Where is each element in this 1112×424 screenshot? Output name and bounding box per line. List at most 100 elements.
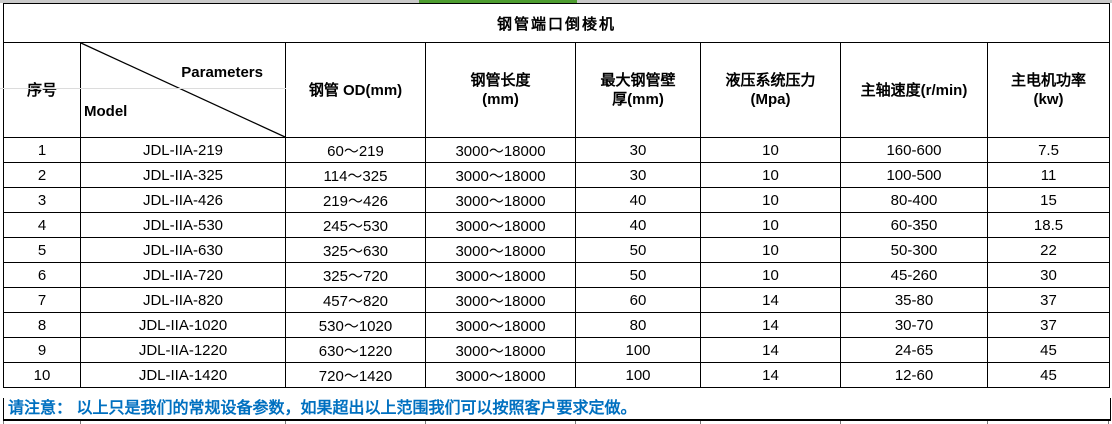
cell-power[interactable]: 11 [986, 162, 1111, 188]
cell-od[interactable]: 530～1020 [285, 312, 426, 338]
cell-wall[interactable]: 30 [575, 162, 701, 188]
cell-serial[interactable]: 3 [3, 187, 81, 213]
cell-model[interactable]: JDL-IIA-1420 [80, 362, 286, 388]
cell-pressure[interactable]: 14 [700, 362, 841, 388]
cell-pressure[interactable]: 10 [700, 137, 841, 163]
cell-speed[interactable]: 24-65 [840, 337, 988, 363]
cell-od[interactable]: 60～219 [285, 137, 426, 163]
cell-wall[interactable]: 100 [575, 337, 701, 363]
cell-model[interactable]: JDL-IIA-630 [80, 237, 286, 263]
header-pressure[interactable]: 液压系统压力 (Mpa) [700, 42, 841, 138]
cell-power[interactable]: 37 [986, 287, 1111, 313]
cell-serial[interactable]: 1 [3, 137, 81, 163]
cell-speed[interactable]: 100-500 [840, 162, 988, 188]
cell-speed[interactable]: 50-300 [840, 237, 988, 263]
cell-power[interactable]: 37 [986, 312, 1111, 338]
header-power[interactable]: 主电机功率 (kw) [986, 42, 1111, 138]
cell-pressure[interactable]: 14 [700, 337, 841, 363]
cell-power[interactable]: 18.5 [986, 212, 1111, 238]
cell-wall[interactable]: 50 [575, 237, 701, 263]
stub-line [3, 421, 4, 424]
cell-speed[interactable]: 12-60 [840, 362, 988, 388]
cell-model[interactable]: JDL-IIA-325 [80, 162, 286, 188]
cell-serial[interactable]: 7 [3, 287, 81, 313]
cell-length[interactable]: 3000～18000 [425, 337, 576, 363]
cell-wall[interactable]: 50 [575, 262, 701, 288]
header-od[interactable]: 钢管 OD(mm) [285, 42, 426, 138]
cell-od[interactable]: 325～630 [285, 237, 426, 263]
header-row: 序号 Parameters Model 钢管 OD(mm) 钢管长度 (mm) [3, 42, 1111, 138]
cell-pressure[interactable]: 10 [700, 187, 841, 213]
stub-line [840, 421, 841, 424]
cell-wall[interactable]: 40 [575, 187, 701, 213]
table-row: 6 JDL-IIA-720 325～720 3000～18000 50 10 4… [3, 262, 1111, 288]
cell-serial[interactable]: 8 [3, 312, 81, 338]
cell-speed[interactable]: 80-400 [840, 187, 988, 213]
notice-row[interactable]: 请注意： 以上只是我们的常规设备参数，如果超出以上范围我们可以按照客户要求定做。 [3, 398, 1111, 421]
cell-serial[interactable]: 5 [3, 237, 81, 263]
cell-wall[interactable]: 80 [575, 312, 701, 338]
cell-pressure[interactable]: 10 [700, 237, 841, 263]
cell-od[interactable]: 630～1220 [285, 337, 426, 363]
header-serial-label: 序号 [26, 81, 57, 99]
header-diagonal-cell[interactable]: Parameters Model [80, 42, 286, 138]
cell-serial[interactable]: 9 [3, 337, 81, 363]
page-title[interactable]: 钢管端口倒棱机 [2, 3, 1111, 43]
cell-od[interactable]: 245～530 [285, 212, 426, 238]
table-row: 5 JDL-IIA-630 325～630 3000～18000 50 10 5… [3, 237, 1111, 263]
cell-length[interactable]: 3000～18000 [425, 287, 576, 313]
cell-serial[interactable]: 10 [3, 362, 81, 388]
cell-serial[interactable]: 2 [3, 162, 81, 188]
cell-length[interactable]: 3000～18000 [425, 212, 576, 238]
cell-length[interactable]: 3000～18000 [425, 162, 576, 188]
cell-length[interactable]: 3000～18000 [425, 312, 576, 338]
cell-serial[interactable]: 4 [3, 212, 81, 238]
cell-power[interactable]: 15 [986, 187, 1111, 213]
cell-serial[interactable]: 6 [3, 262, 81, 288]
cell-od[interactable]: 325～720 [285, 262, 426, 288]
cell-model[interactable]: JDL-IIA-530 [80, 212, 286, 238]
cell-power[interactable]: 45 [986, 337, 1111, 363]
cell-wall[interactable]: 40 [575, 212, 701, 238]
table-row: 9 JDL-IIA-1220 630～1220 3000～18000 100 1… [3, 337, 1111, 363]
header-power-line1: 主电机功率 [1011, 72, 1087, 89]
header-speed[interactable]: 主轴速度(r/min) [840, 42, 988, 138]
cell-wall[interactable]: 30 [575, 137, 701, 163]
cell-length[interactable]: 3000～18000 [425, 187, 576, 213]
cell-pressure[interactable]: 10 [700, 212, 841, 238]
cell-power[interactable]: 22 [986, 237, 1111, 263]
cell-od[interactable]: 457～820 [285, 287, 426, 313]
cell-speed[interactable]: 60-350 [840, 212, 988, 238]
cell-speed[interactable]: 35-80 [840, 287, 988, 313]
header-serial[interactable]: 序号 [3, 42, 81, 138]
cell-power[interactable]: 45 [986, 362, 1111, 388]
cell-pressure[interactable]: 10 [700, 162, 841, 188]
cell-model[interactable]: JDL-IIA-720 [80, 262, 286, 288]
cell-speed[interactable]: 30-70 [840, 312, 988, 338]
cell-wall[interactable]: 60 [575, 287, 701, 313]
cell-power[interactable]: 30 [986, 262, 1111, 288]
cell-model[interactable]: JDL-IIA-219 [80, 137, 286, 163]
cell-model[interactable]: JDL-IIA-1020 [80, 312, 286, 338]
header-wall[interactable]: 最大钢管壁 厚(mm) [575, 42, 701, 138]
cell-pressure[interactable]: 10 [700, 262, 841, 288]
cell-wall[interactable]: 100 [575, 362, 701, 388]
cell-length[interactable]: 3000～18000 [425, 262, 576, 288]
cell-length[interactable]: 3000～18000 [425, 137, 576, 163]
cell-pressure[interactable]: 14 [700, 312, 841, 338]
cell-model[interactable]: JDL-IIA-426 [80, 187, 286, 213]
header-length[interactable]: 钢管长度 (mm) [425, 42, 576, 138]
cell-od[interactable]: 720～1420 [285, 362, 426, 388]
cell-length[interactable]: 3000～18000 [425, 362, 576, 388]
cell-model[interactable]: JDL-IIA-1220 [80, 337, 286, 363]
cell-od[interactable]: 219～426 [285, 187, 426, 213]
stub-line [425, 421, 426, 424]
cell-length[interactable]: 3000～18000 [425, 237, 576, 263]
cell-od[interactable]: 114～325 [285, 162, 426, 188]
cell-power[interactable]: 7.5 [986, 137, 1111, 163]
table-row: 7 JDL-IIA-820 457～820 3000～18000 60 14 3… [3, 287, 1111, 313]
cell-speed[interactable]: 160-600 [840, 137, 988, 163]
cell-pressure[interactable]: 14 [700, 287, 841, 313]
cell-speed[interactable]: 45-260 [840, 262, 988, 288]
cell-model[interactable]: JDL-IIA-820 [80, 287, 286, 313]
